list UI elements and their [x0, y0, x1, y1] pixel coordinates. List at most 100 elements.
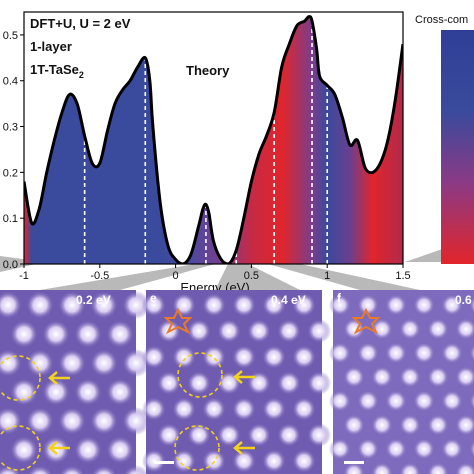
stm-spot [122, 291, 150, 319]
material-subscript: 2 [79, 70, 84, 80]
stm-spot [262, 345, 286, 369]
stm-spot [172, 345, 196, 369]
wedge-1 [40, 264, 215, 290]
stm-spot [106, 436, 134, 464]
x-tick-label: 0.5 [244, 270, 259, 282]
stm-spot [10, 320, 38, 348]
y-tick-label: 0.5 [3, 30, 18, 42]
stm-spot [307, 423, 331, 447]
stm-spot [10, 436, 38, 464]
stm-spot [413, 438, 435, 460]
stm-spot [441, 342, 463, 364]
arrow-e1 [233, 370, 255, 384]
stm-spot [247, 319, 271, 343]
arrow-e2 [233, 441, 255, 455]
stm-spot [58, 349, 86, 377]
stm-spot [142, 397, 166, 421]
stm-spot [371, 366, 393, 388]
stm-spot [469, 295, 474, 315]
stm-spot [0, 465, 22, 474]
stm-spot [343, 366, 365, 388]
stm-spot [106, 320, 134, 348]
x-tick-label: -0.5 [90, 270, 109, 282]
stm-spot [90, 349, 118, 377]
stm-spot [90, 407, 118, 435]
stm-spot [469, 343, 474, 363]
stm-spot [277, 371, 301, 395]
stm-spot [122, 465, 150, 474]
stm-spot [202, 293, 226, 317]
stm-spot [357, 390, 379, 412]
stm-spot [427, 414, 449, 436]
arrow-d2 [48, 441, 70, 455]
stm-spot [277, 423, 301, 447]
stm-spot [26, 407, 54, 435]
stm-spot [202, 397, 226, 421]
marker-circle-d1 [0, 355, 41, 401]
stm-spot [292, 397, 316, 421]
stm-spot [371, 462, 393, 474]
stm-spot [217, 319, 241, 343]
stm-spot [262, 449, 286, 473]
stm-spot [202, 345, 226, 369]
stm-spot [26, 291, 54, 319]
plot-frame [23, 11, 404, 265]
stm-spot [292, 345, 316, 369]
stm-spot [157, 423, 181, 447]
stm-panel-f: f 0.6 [329, 290, 474, 474]
stm-spot [357, 438, 379, 460]
colorbar-title: Cross-com [415, 14, 468, 26]
stm-spot [232, 397, 256, 421]
wedge-3 [268, 264, 420, 290]
stm-spot [74, 320, 102, 348]
annotation-dft: DFT+U, U = 2 eV [30, 16, 131, 31]
stm-spot [157, 371, 181, 395]
stm-spot [292, 449, 316, 473]
stm-spot [232, 345, 256, 369]
stm-spot [385, 294, 407, 316]
scale-bar-f [344, 461, 364, 464]
stm-spot [427, 462, 449, 474]
stm-spot [399, 462, 421, 474]
colorbar: Cross-com [415, 14, 474, 264]
scale-bar-e [154, 461, 174, 464]
y-tick-label: 0.3 [3, 122, 18, 134]
stm-spot [74, 378, 102, 406]
stm-spot [262, 397, 286, 421]
dos-curve [24, 15, 403, 264]
stm-spot [307, 319, 331, 343]
stm-spot [292, 293, 316, 317]
energy-label-f: 0.6 [455, 293, 472, 307]
stm-spot [441, 438, 463, 460]
y-axis: 0.0 0.1 0.2 0.3 0.4 0.5 [3, 30, 24, 271]
stm-spot [399, 366, 421, 388]
stm-spot [343, 462, 365, 474]
stm-spot [90, 465, 118, 474]
stm-spot [343, 414, 365, 436]
stm-spot [247, 423, 271, 447]
stm-spot [469, 439, 474, 459]
stm-spot [10, 378, 38, 406]
stm-spot [187, 319, 211, 343]
dos-chart: -1 -0.5 0 0.5 1 1.5 0.00.10.20.30.40.5 Energy… [3, 11, 411, 295]
stm-spot [385, 390, 407, 412]
stm-spot [357, 294, 379, 316]
stm-pattern-f [329, 294, 474, 474]
stm-spot [232, 449, 256, 473]
stm-spot [399, 414, 421, 436]
stm-spot [371, 318, 393, 340]
stm-spot [26, 349, 54, 377]
marker-circle-d2 [0, 425, 41, 471]
dashed-markers [83, 23, 329, 264]
marker-circle-e2 [174, 425, 220, 471]
stm-spot [413, 342, 435, 364]
stm-spot [74, 436, 102, 464]
panel-letter-e: e [150, 291, 157, 305]
stm-spot [42, 320, 70, 348]
x-tick-label: 1.5 [395, 270, 410, 282]
stm-spot [307, 371, 331, 395]
stm-spot [172, 397, 196, 421]
stm-spot [277, 319, 301, 343]
stm-spot [42, 436, 70, 464]
